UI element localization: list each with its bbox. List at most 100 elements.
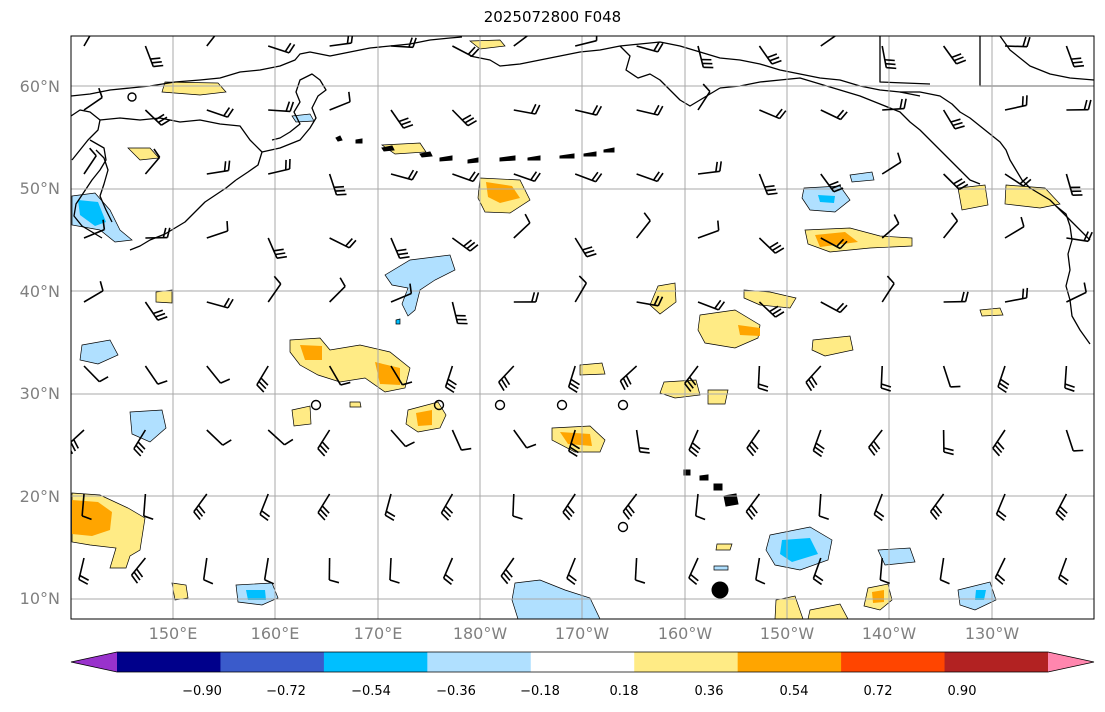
wind-barb-icon (83, 281, 104, 303)
wind-barb-icon (81, 493, 92, 521)
wind-barb-icon (567, 365, 580, 394)
wind-barb-icon (444, 365, 457, 394)
wind-barb-icon (498, 365, 515, 391)
wind-barb-icon (451, 237, 479, 252)
wind-barb-icon (684, 365, 699, 392)
wind-barb-icon (329, 36, 354, 47)
wind-barb-icon (688, 429, 701, 458)
wind-barb-icon (390, 37, 417, 49)
wind-barb-icon (636, 41, 664, 53)
calm-wind-circle-icon (617, 399, 629, 411)
wind-barb-icon (206, 36, 216, 47)
wind-barb-icon (881, 214, 900, 239)
wind-barb-icon (144, 365, 168, 385)
wind-barb-icon (144, 301, 168, 321)
wind-barb-icon (820, 173, 844, 193)
calm-wind-circle-icon (494, 399, 506, 411)
wind-barb-icon (873, 493, 885, 522)
wind-barb-icon (636, 171, 664, 183)
wind-barb-icon (329, 277, 346, 303)
wind-barb-icon (1055, 493, 1068, 521)
wind-barb-icon (452, 45, 480, 57)
wind-barb-icon (317, 429, 331, 457)
calm-wind-circles (127, 92, 629, 533)
wind-barb-icon (745, 493, 761, 520)
wind-barb-icon (329, 237, 357, 249)
wind-barb-icon (267, 275, 282, 303)
wind-barb-icon (820, 301, 848, 314)
wind-barb-icon (697, 45, 714, 69)
wind-barb-icon (820, 36, 837, 47)
wind-barb-icon (882, 98, 907, 111)
wind-barb-icon (688, 557, 699, 585)
positive-anomaly-shading (71, 39, 1061, 619)
wind-barb-icon (562, 493, 576, 521)
wind-barb-icon (746, 429, 761, 457)
wind-barb-icon (442, 557, 454, 586)
wind-barb-icon (206, 429, 232, 446)
colorbar-extend-low (71, 652, 117, 672)
wind-barb-icon (942, 429, 954, 456)
lon-label-150e: 150°E (148, 624, 198, 643)
station-dot-icon (711, 581, 729, 599)
wind-barb-icon (757, 365, 769, 392)
wind-barb-icon (942, 212, 959, 239)
wind-barb-icon (452, 171, 480, 183)
wind-barb-icon (755, 557, 766, 585)
wind-barb-icon (145, 227, 171, 239)
colorbar-segment (737, 652, 842, 672)
wind-barb-icon (1065, 45, 1085, 68)
wind-barb-icon (812, 557, 824, 586)
calm-wind-circle-icon (127, 92, 137, 102)
wind-barb-icon (83, 87, 103, 111)
colorbar-segment (944, 652, 1049, 672)
wind-barb-icon (390, 365, 413, 386)
wind-barb-icon (83, 147, 97, 175)
colorbar-segment (841, 652, 946, 672)
colorbar-tick-label: −0.72 (266, 684, 306, 699)
wind-barb-icon (206, 107, 234, 118)
wind-barb-icon (635, 429, 650, 454)
lon-label-170w: 170°W (554, 624, 610, 643)
wind-barb-icon (1004, 173, 1032, 187)
wind-barb-icon (1004, 216, 1025, 239)
wind-barb-icon (929, 493, 945, 521)
wind-barb-icon (206, 365, 231, 384)
wind-barb-icon (256, 365, 269, 393)
calm-wind-circle-icon (617, 521, 629, 533)
wind-barb-icon (942, 109, 965, 130)
wind-barb-icon (267, 42, 296, 54)
wind-barb-icon (144, 109, 171, 126)
colorbar-tick-label: −0.90 (182, 684, 222, 699)
wind-barb-icon (622, 493, 638, 520)
wind-barb-icon (997, 365, 1010, 394)
wind-barb-icon (574, 237, 597, 258)
wind-barb-icon (144, 45, 164, 68)
wind-barb-icon (83, 219, 106, 239)
wind-barb-icon (513, 171, 541, 183)
wind-barb-icon (500, 557, 515, 585)
wind-barb-icon (820, 109, 848, 121)
wind-barb-icon (697, 299, 726, 311)
calm-wind-circle-icon (433, 399, 445, 411)
lon-label-180w: 180°W (452, 624, 508, 643)
wind-barb-icon (1004, 287, 1029, 303)
wind-barb-icon (694, 493, 706, 521)
wind-barb-icon (758, 173, 778, 196)
wind-barb-icon (328, 557, 340, 584)
wind-barb-icon (758, 45, 782, 65)
wind-barb-icon (268, 101, 295, 113)
wind-barb-icon (942, 45, 967, 65)
wind-barb-icon (267, 429, 294, 446)
colorbar-tick-label: −0.18 (520, 684, 560, 699)
wind-barb-icon (619, 365, 638, 391)
wind-barb-icon (390, 283, 413, 303)
wind-barb-icon (206, 220, 229, 239)
colorbar-segment (634, 652, 739, 672)
map-frame (70, 35, 1095, 620)
map-title: 2025072800 F048 (483, 8, 622, 26)
lat-label-50n: 50°N (19, 179, 60, 198)
wind-barb-icon (575, 36, 598, 47)
wind-barb-icon (451, 301, 468, 325)
wind-barb-icon (317, 493, 331, 521)
